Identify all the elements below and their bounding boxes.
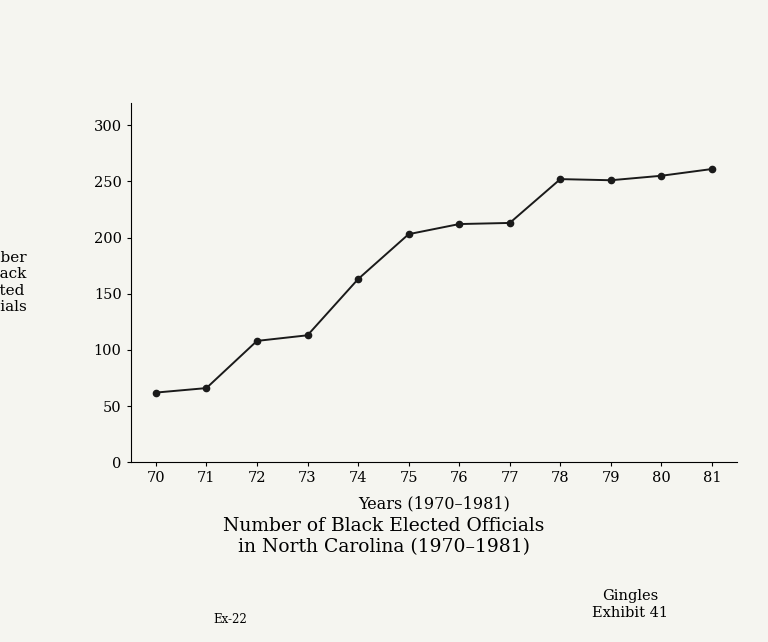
X-axis label: Years (1970–1981): Years (1970–1981) [358, 495, 510, 512]
Y-axis label: Number
of Black
Elected
Officials: Number of Black Elected Officials [0, 251, 27, 314]
Text: Number of Black Elected Officials
in North Carolina (1970–1981): Number of Black Elected Officials in Nor… [223, 517, 545, 555]
Text: Ex-22: Ex-22 [214, 613, 247, 626]
Text: Gingles
Exhibit 41: Gingles Exhibit 41 [592, 589, 667, 620]
